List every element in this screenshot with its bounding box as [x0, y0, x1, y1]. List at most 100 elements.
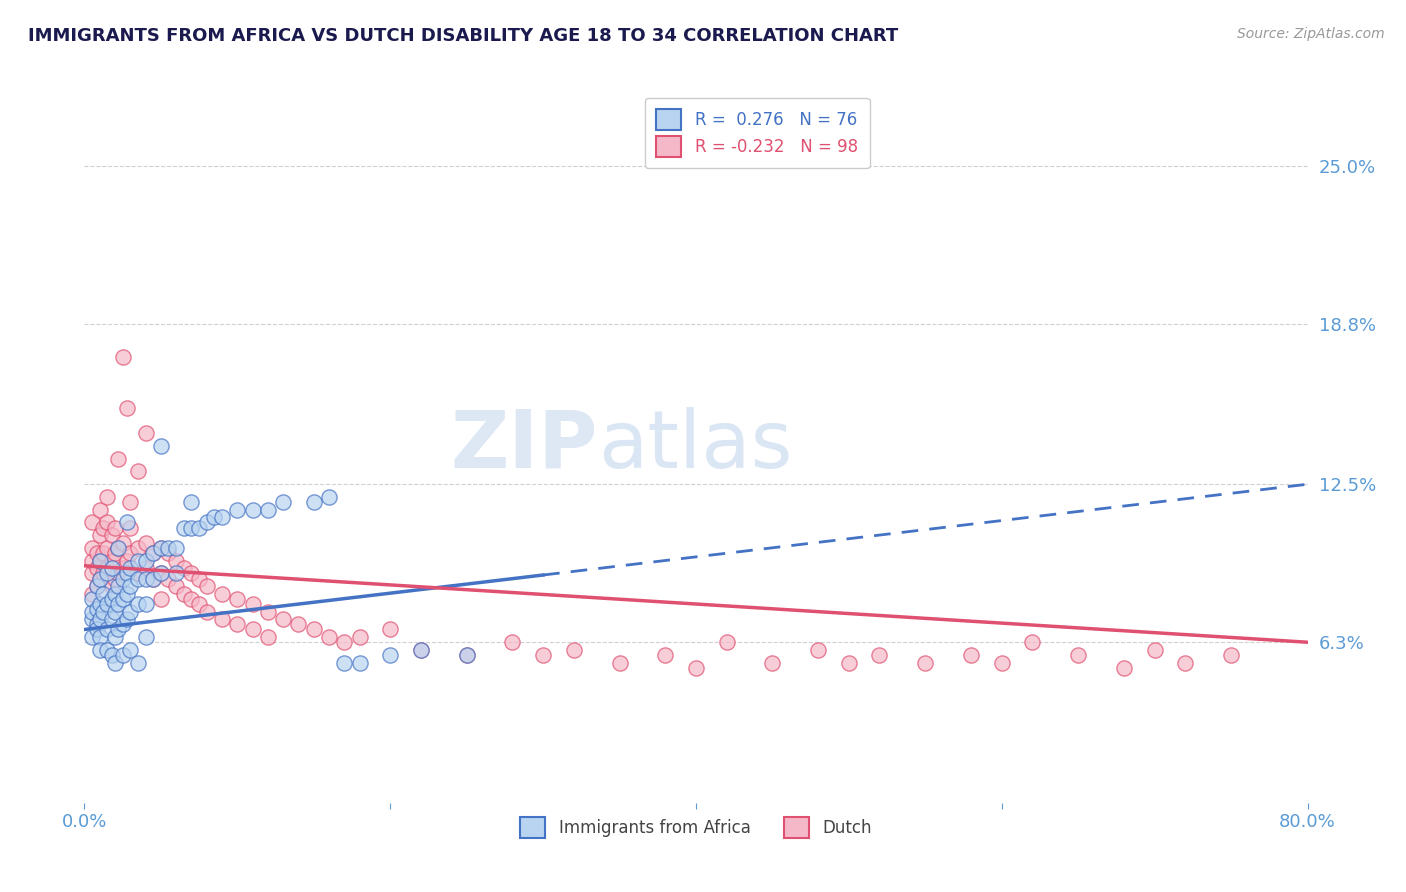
Point: [101, 528, 124, 542]
Point: [173, 520, 195, 534]
Point: [120, 605, 142, 619]
Point: [609, 656, 631, 670]
Point: [104, 572, 127, 586]
Point: [165, 566, 187, 581]
Point: [149, 591, 172, 606]
Point: [1220, 648, 1243, 662]
Point: [89, 643, 111, 657]
Point: [271, 612, 294, 626]
Point: [120, 520, 142, 534]
Point: [86, 561, 108, 575]
Point: [502, 635, 524, 649]
Point: [115, 554, 138, 568]
Point: [86, 602, 108, 616]
Point: [456, 648, 478, 662]
Point: [115, 566, 138, 581]
Point: [101, 554, 124, 568]
Point: [115, 401, 138, 415]
Point: [101, 648, 124, 662]
Point: [111, 350, 134, 364]
Point: [333, 656, 356, 670]
Point: [104, 630, 127, 644]
Point: [89, 572, 111, 586]
Point: [127, 541, 149, 555]
Point: [135, 561, 157, 575]
Point: [101, 579, 124, 593]
Point: [409, 643, 432, 657]
Point: [89, 630, 111, 644]
Point: [120, 561, 142, 575]
Point: [157, 546, 180, 560]
Point: [96, 541, 118, 555]
Point: [716, 635, 738, 649]
Point: [127, 554, 149, 568]
Point: [531, 648, 554, 662]
Point: [104, 656, 127, 670]
Point: [101, 612, 124, 626]
Point: [914, 656, 936, 670]
Point: [127, 572, 149, 586]
Point: [111, 536, 134, 550]
Text: IMMIGRANTS FROM AFRICA VS DUTCH DISABILITY AGE 18 TO 34 CORRELATION CHART: IMMIGRANTS FROM AFRICA VS DUTCH DISABILI…: [28, 27, 898, 45]
Point: [80, 566, 103, 581]
Point: [80, 587, 103, 601]
Point: [96, 566, 118, 581]
Point: [120, 579, 142, 593]
Point: [107, 541, 129, 555]
Point: [104, 546, 127, 560]
Point: [80, 612, 103, 626]
Point: [242, 502, 264, 516]
Point: [202, 510, 225, 524]
Point: [180, 495, 202, 509]
Point: [960, 648, 983, 662]
Point: [111, 572, 134, 586]
Point: [157, 541, 180, 555]
Point: [135, 536, 157, 550]
Point: [107, 597, 129, 611]
Point: [115, 587, 138, 601]
Point: [142, 546, 165, 560]
Point: [115, 516, 138, 530]
Point: [257, 630, 280, 644]
Point: [107, 451, 129, 466]
Point: [111, 648, 134, 662]
Point: [89, 502, 111, 516]
Point: [333, 635, 356, 649]
Point: [135, 630, 157, 644]
Text: Source: ZipAtlas.com: Source: ZipAtlas.com: [1237, 27, 1385, 41]
Point: [226, 502, 249, 516]
Point: [91, 587, 114, 601]
Point: [86, 623, 108, 637]
Point: [188, 597, 211, 611]
Point: [807, 643, 830, 657]
Point: [271, 495, 294, 509]
Point: [149, 541, 172, 555]
Point: [869, 648, 891, 662]
Point: [287, 617, 309, 632]
Point: [104, 587, 127, 601]
Point: [380, 623, 402, 637]
Point: [195, 516, 218, 530]
Point: [302, 623, 325, 637]
Point: [89, 597, 111, 611]
Point: [195, 579, 218, 593]
Point: [1143, 643, 1166, 657]
Point: [135, 426, 157, 441]
Point: [120, 495, 142, 509]
Point: [101, 591, 124, 606]
Point: [838, 656, 860, 670]
Point: [211, 587, 233, 601]
Point: [456, 648, 478, 662]
Point: [226, 591, 249, 606]
Point: [318, 630, 340, 644]
Point: [149, 566, 172, 581]
Text: atlas: atlas: [598, 407, 793, 485]
Point: [107, 566, 129, 581]
Text: ZIP: ZIP: [451, 407, 598, 485]
Point: [135, 554, 157, 568]
Legend: Immigrants from Africa, Dutch: Immigrants from Africa, Dutch: [513, 811, 879, 845]
Point: [149, 439, 172, 453]
Point: [104, 520, 127, 534]
Point: [101, 561, 124, 575]
Point: [91, 546, 114, 560]
